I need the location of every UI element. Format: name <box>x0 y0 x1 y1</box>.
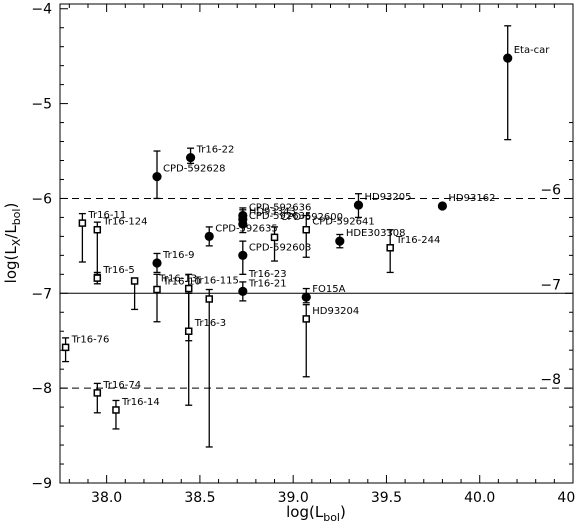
data-point-square <box>93 274 102 282</box>
point-label: Tr16-21 <box>248 278 287 289</box>
data-point-circle <box>238 286 248 296</box>
point-label: Tr16-3 <box>194 318 226 329</box>
y-axis-title: log(LX/Lbol) <box>2 203 23 284</box>
point-label: HDE303308 <box>346 228 406 239</box>
x-tick-label: 39.0 <box>278 490 309 506</box>
right-tick-label: −7 <box>540 277 561 293</box>
point-label: CPD-592628 <box>163 164 226 175</box>
data-point-circle <box>301 292 311 302</box>
data-point-square <box>112 406 120 414</box>
point-label: HD93205 <box>364 192 411 203</box>
data-point-square <box>93 389 102 397</box>
point-label: CPD-592635 <box>215 223 278 234</box>
point-label: Tr16-10 <box>162 277 201 288</box>
x-tick-label: 40.0 <box>464 490 495 506</box>
data-point-square <box>184 327 193 335</box>
point-label: Tr16-22 <box>196 145 235 156</box>
point-label: Tr16-244 <box>395 235 440 246</box>
data-point-square <box>184 284 193 293</box>
data-point-square <box>153 285 161 294</box>
data-point-square <box>205 295 213 303</box>
data-point-square <box>78 219 87 227</box>
point-label: Tr16-14 <box>121 397 160 408</box>
data-point-circle <box>335 236 345 246</box>
y-tick-label: −6 <box>31 191 52 207</box>
data-point-circle <box>185 153 196 163</box>
data-point-circle <box>503 53 513 63</box>
right-tick-label: −8 <box>540 372 561 388</box>
right-tick-label: −6 <box>540 182 561 198</box>
point-label: HD93162 <box>448 193 495 204</box>
point-label: CPD-592635 <box>249 211 312 222</box>
point-label: Tr16-124 <box>102 217 147 228</box>
data-point-square <box>93 225 102 234</box>
data-point-square <box>386 244 394 252</box>
y-tick-label: −9 <box>31 476 52 492</box>
y-tick-label: −8 <box>31 381 52 397</box>
data-point-square <box>270 233 279 242</box>
point-label: CPD-592600 <box>281 212 344 223</box>
point-label: Tr16-9 <box>162 250 194 261</box>
point-label: Tr16-74 <box>102 380 141 391</box>
data-point-circle <box>152 258 162 268</box>
point-label: Tr16-23 <box>248 269 287 280</box>
x-tick-label: 39.5 <box>371 490 402 506</box>
x-tick-label: 38.0 <box>91 490 122 506</box>
x-tick-label: 40.5 <box>557 490 576 506</box>
point-label: CPD-592603 <box>249 242 312 253</box>
data-point-circle <box>437 201 448 211</box>
point-label: Tr16-76 <box>71 334 110 345</box>
point-label: HD93204 <box>312 306 359 317</box>
point-label: Tr16-115 <box>194 276 239 287</box>
data-point-square <box>302 225 310 234</box>
point-label: Tr16-13 <box>158 274 197 285</box>
point-label: FO15A <box>312 284 345 295</box>
data-point-square <box>130 277 139 285</box>
point-label: HD93343 <box>249 206 296 217</box>
y-tick-label: −4 <box>31 2 52 18</box>
x-tick-label: 38.5 <box>184 490 215 506</box>
point-label: CPD-592641 <box>312 217 375 228</box>
data-point-circle <box>204 231 214 241</box>
point-label: Tr16-5 <box>102 265 134 276</box>
point-label: CPD-592636 <box>249 203 312 214</box>
x-axis-title: log(Lbol) <box>286 503 346 522</box>
point-label: Tr16-11 <box>87 210 126 221</box>
data-point-circle <box>353 200 364 210</box>
data-point-circle <box>238 250 248 260</box>
y-tick-label: −7 <box>31 286 52 302</box>
data-point-square <box>302 315 310 323</box>
y-tick-label: −5 <box>31 97 52 113</box>
data-point-circle <box>238 219 248 229</box>
plot-frame <box>59 3 574 484</box>
data-point-circle <box>152 172 162 182</box>
data-point-square <box>61 343 70 352</box>
point-label: Eta-car <box>514 45 551 56</box>
